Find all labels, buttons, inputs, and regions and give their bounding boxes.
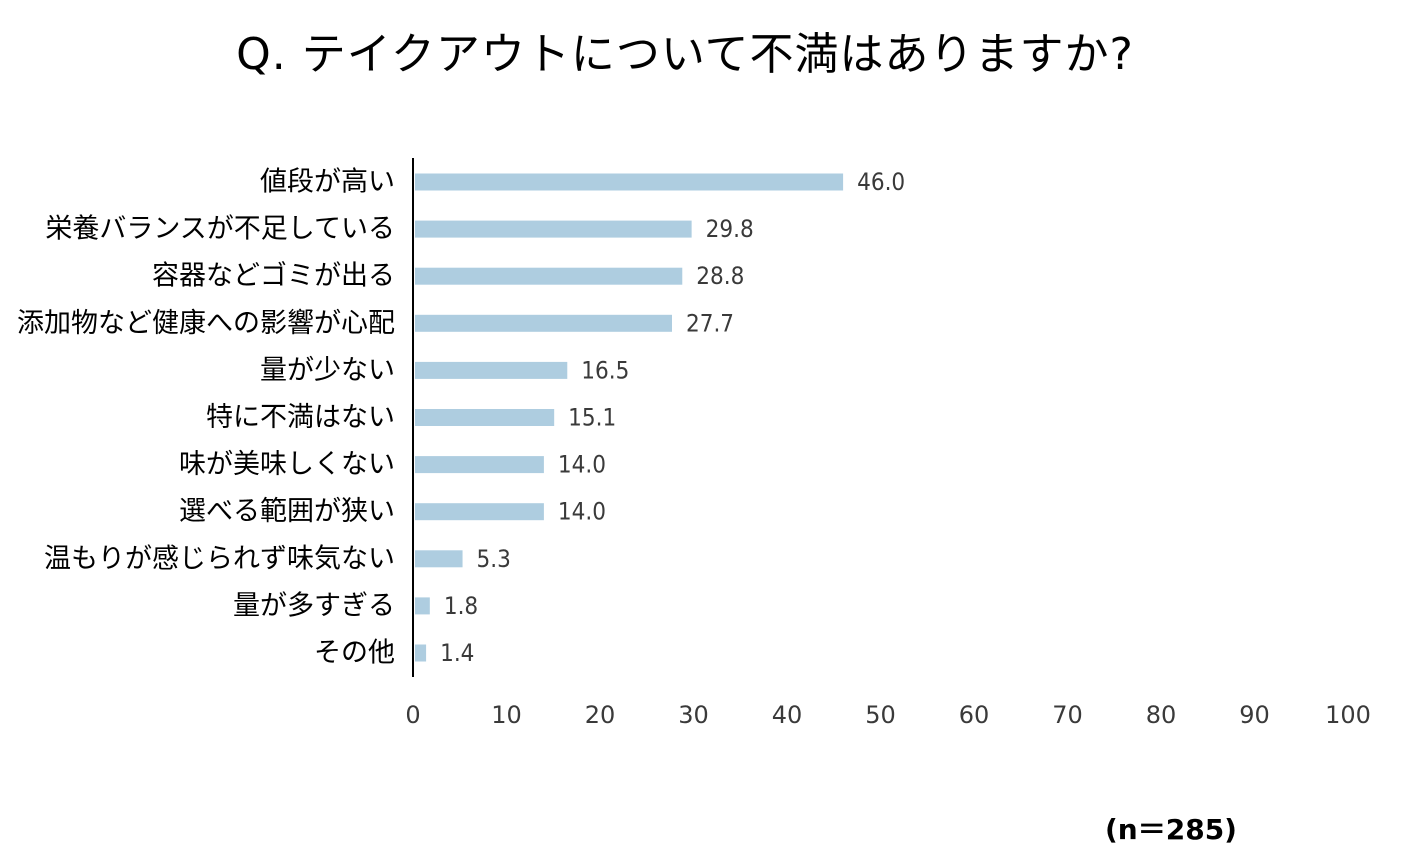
value-label: 28.8 [696, 262, 744, 290]
value-label: 29.8 [706, 215, 754, 243]
value-label: 15.1 [568, 404, 616, 432]
bar [415, 267, 683, 285]
category-label: 量が多すぎる [233, 590, 395, 621]
x-tick-label: 90 [1239, 701, 1270, 729]
x-tick-label: 100 [1325, 701, 1371, 729]
value-label: 1.8 [444, 592, 478, 620]
chart-title: Q. テイクアウトについて不満はありますか? [236, 29, 1134, 80]
x-tick-label: 80 [1146, 701, 1177, 729]
category-label: 栄養バランスが不足している [45, 214, 395, 245]
category-label: 特に不満はない [206, 402, 395, 433]
value-labels-group: 46.0 29.8 28.8 27.7 16.5 15.1 14.0 14.0 5.3 1.8 1.… [440, 168, 905, 667]
value-label: 14.0 [558, 451, 606, 479]
x-tick-label: 70 [1052, 701, 1083, 729]
bar [415, 550, 463, 568]
value-label: 46.0 [857, 168, 905, 196]
x-tick-label: 10 [491, 701, 522, 729]
sample-size-note: (n＝285) [1105, 813, 1237, 846]
category-label: 味が美味しくない [179, 449, 395, 480]
bar [415, 644, 427, 662]
bar [415, 173, 844, 191]
value-label: 14.0 [558, 498, 606, 526]
category-label: 容器などゴミが出る [152, 261, 395, 292]
bar [415, 361, 568, 379]
x-tick-label: 60 [959, 701, 990, 729]
bar [415, 597, 430, 615]
category-label: 添加物など健康への影響が心配 [17, 308, 395, 339]
x-tick-label: 50 [865, 701, 896, 729]
x-tick-label: 20 [585, 701, 616, 729]
bar [415, 314, 672, 332]
category-label: 温もりが感じられず味気ない [44, 543, 395, 574]
value-label: 16.5 [581, 356, 629, 384]
value-label: 1.4 [440, 639, 474, 667]
x-tick-label: 30 [678, 701, 709, 729]
bar [415, 456, 544, 474]
category-label: その他 [314, 638, 395, 669]
x-tick-label: 40 [772, 701, 803, 729]
x-tick-label: 0 [405, 701, 420, 729]
value-label: 27.7 [686, 309, 734, 337]
bars-group [415, 173, 844, 662]
category-label: 選べる範囲が狭い [179, 496, 395, 527]
value-label: 5.3 [477, 545, 511, 573]
category-label: 値段が高い [260, 167, 395, 198]
bar [415, 220, 692, 238]
category-labels-group: 値段が高い栄養バランスが不足している容器などゴミが出る添加物など健康への影響が心… [17, 167, 395, 669]
x-axis-ticks: 0 10 20 30 40 50 60 70 80 90 100 [405, 701, 1371, 729]
bar [415, 409, 555, 426]
bar [415, 503, 544, 521]
category-label: 量が少ない [260, 355, 395, 386]
